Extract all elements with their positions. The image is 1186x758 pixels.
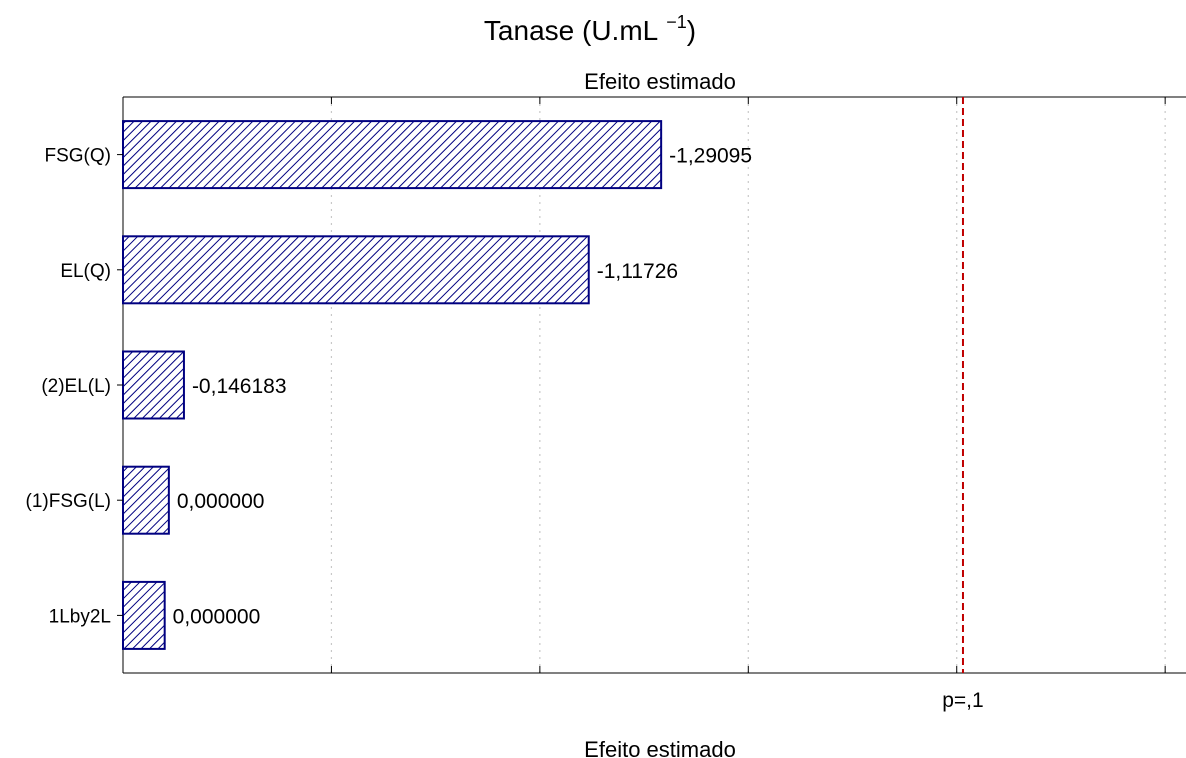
bar-1 — [122, 235, 590, 305]
bar-4 — [122, 580, 166, 650]
value-label-3: 0,000000 — [177, 490, 265, 513]
bar-2 — [122, 350, 185, 420]
value-label-4: 0,000000 — [173, 605, 261, 628]
category-label-0: FSG(Q) — [45, 146, 112, 167]
chart-title: Tanase (U.mL −1) — [484, 12, 696, 46]
bar-0 — [122, 120, 663, 190]
value-label-2: -0,146183 — [192, 375, 287, 398]
category-label-2: (2)EL(L) — [41, 376, 111, 397]
reference-line-label: p=,1 — [942, 689, 983, 712]
category-label-4: 1Lby2L — [49, 606, 111, 627]
top-axis-label: Efeito estimado — [584, 69, 736, 94]
category-label-3: (1)FSG(L) — [26, 491, 112, 512]
value-label-1: -1,11726 — [597, 260, 678, 283]
bar-3 — [122, 465, 170, 535]
value-label-0: -1,29095 — [669, 145, 752, 168]
plot-area: FSG(Q) -1,29095 EL(Q) -1,11726 (2)EL(L) -0,14… — [26, 96, 1186, 712]
x-axis-label: Efeito estimado — [584, 737, 736, 758]
category-label-1: EL(Q) — [60, 261, 111, 282]
